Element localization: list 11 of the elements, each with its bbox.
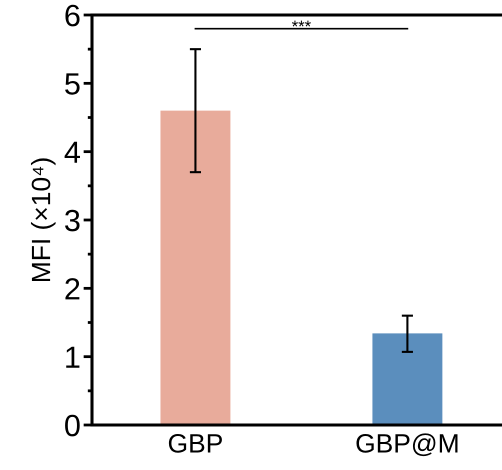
y-tick-label: 6: [65, 4, 80, 26]
y-tick-label: 2: [65, 278, 80, 300]
y-tick-label: 3: [65, 210, 80, 232]
annotation: ***: [292, 20, 311, 26]
y-tick-label: 0: [65, 414, 80, 436]
y-tick-label: 5: [65, 73, 80, 95]
x-tick-label: GBP: [168, 434, 222, 453]
x-tick-label: GBP@M: [356, 433, 458, 456]
y-tick-label: 1: [66, 346, 80, 368]
y-tick-label: 4: [64, 142, 80, 163]
y-axis-title: MFI (×10⁴): [30, 158, 56, 282]
